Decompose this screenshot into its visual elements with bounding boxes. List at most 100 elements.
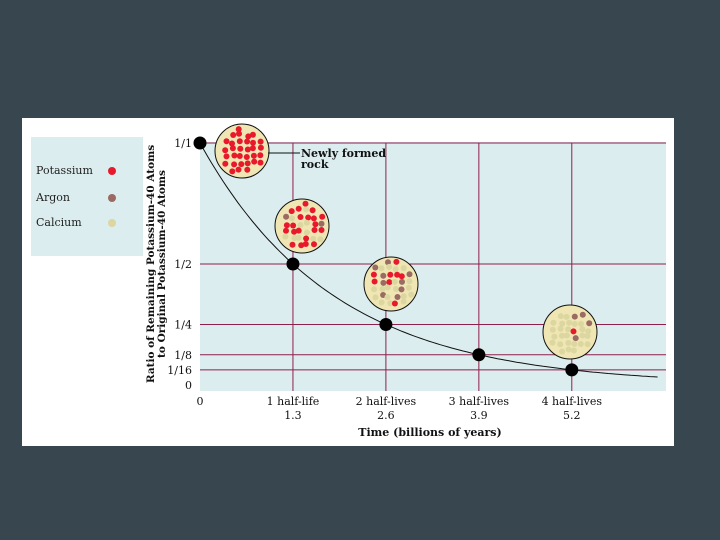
atom — [391, 278, 398, 285]
legend-label: Argon — [36, 191, 70, 204]
potassium-dot-icon — [108, 167, 116, 175]
atom — [579, 311, 586, 318]
data-point — [472, 348, 486, 362]
rock-outline — [542, 304, 598, 360]
rock-sample — [542, 304, 598, 360]
y-tick-label: 1/1 — [174, 137, 192, 150]
atom — [238, 161, 245, 168]
atom — [572, 335, 579, 342]
atom — [370, 271, 377, 278]
atom — [251, 158, 258, 165]
atom — [571, 320, 578, 327]
atom — [405, 284, 412, 291]
atom — [312, 221, 319, 228]
x-tick-label: 0 — [197, 395, 204, 408]
legend-label: Calcium — [36, 216, 82, 229]
atom — [250, 139, 256, 146]
atom — [565, 339, 572, 346]
atom — [283, 213, 290, 220]
atom — [244, 160, 251, 167]
atom — [408, 291, 415, 298]
legend-item-argon: Argon — [36, 191, 116, 204]
atom — [557, 341, 564, 348]
atom — [231, 161, 238, 168]
atom — [579, 326, 586, 333]
atom — [229, 145, 236, 152]
atom — [302, 241, 309, 247]
atom — [549, 339, 556, 346]
atom — [563, 332, 570, 339]
atom — [303, 219, 310, 226]
atom — [400, 265, 407, 272]
atom — [400, 298, 407, 305]
atom — [310, 235, 317, 242]
atom — [372, 264, 379, 271]
y-axis-label: Ratio of Remaining Potassium-40 Atoms — [145, 145, 157, 383]
atom — [305, 214, 312, 221]
plot-background — [200, 142, 666, 391]
atom — [550, 319, 557, 326]
atom — [257, 138, 264, 145]
annotation-label-line2: rock — [301, 158, 329, 171]
atom — [303, 206, 310, 213]
atom — [291, 228, 298, 235]
atom — [310, 215, 317, 222]
atom — [257, 152, 264, 159]
atom — [229, 168, 236, 175]
atom — [237, 145, 244, 152]
legend-item-calcium: Calcium — [36, 216, 116, 229]
x-tick-value: 1.3 — [284, 409, 302, 422]
atom — [387, 300, 394, 307]
atom — [236, 153, 243, 159]
atom — [559, 348, 566, 355]
rock-sample — [363, 256, 419, 312]
atom — [235, 126, 242, 133]
data-point — [286, 257, 300, 271]
atom — [235, 166, 242, 173]
atom — [303, 235, 310, 242]
atom — [288, 208, 295, 215]
atom — [302, 200, 309, 207]
atom — [249, 131, 256, 138]
atom — [229, 140, 235, 147]
atom — [386, 263, 393, 270]
x-tick-label: 1 half-life — [267, 395, 320, 408]
atom — [563, 313, 570, 320]
atom — [319, 213, 326, 220]
atom — [257, 159, 264, 166]
atom — [392, 266, 399, 272]
atom — [394, 271, 401, 278]
atom — [249, 145, 256, 152]
x-tick-value: 2.6 — [377, 409, 395, 422]
atom — [317, 236, 324, 243]
atom — [577, 341, 584, 347]
atom — [565, 346, 572, 353]
atom — [551, 333, 558, 340]
atom — [297, 222, 304, 228]
atom — [406, 271, 413, 278]
atom — [231, 152, 238, 159]
atom — [282, 233, 289, 240]
atom — [303, 229, 310, 236]
atom — [245, 133, 252, 140]
atom — [398, 273, 405, 280]
rock-sample — [214, 123, 270, 179]
atom — [295, 205, 302, 212]
atom — [579, 332, 586, 339]
y-tick-labels: 1/1 1/2 1/4 1/8 1/16 0 — [167, 137, 192, 392]
atom — [244, 146, 251, 153]
atom — [230, 132, 237, 138]
atom — [549, 326, 556, 333]
figure-panel: 1/1 1/2 1/4 1/8 1/16 0 0 1 half-life 1.3 2 half-… — [22, 118, 674, 446]
data-point — [565, 363, 579, 377]
x-tick-label: 3 half-lives — [449, 395, 510, 408]
atom — [283, 227, 289, 234]
atom — [257, 144, 264, 151]
atom — [222, 147, 229, 154]
y-tick-label: 0 — [185, 379, 192, 392]
atom — [557, 325, 564, 332]
x-tick-label: 4 half-lives — [542, 395, 603, 408]
atom — [566, 319, 573, 326]
